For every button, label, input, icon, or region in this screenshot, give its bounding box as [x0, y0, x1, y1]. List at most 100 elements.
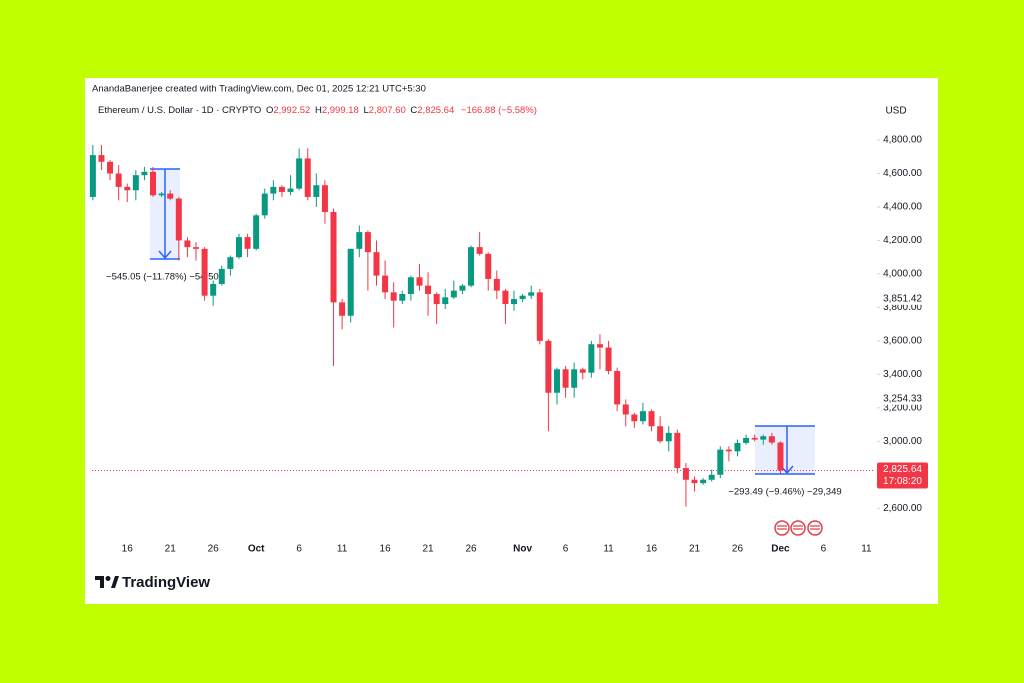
candle-body	[708, 474, 715, 480]
x-tick-label: 11	[337, 544, 348, 555]
ohlc-key: C	[410, 105, 417, 116]
x-tick-label: 6	[821, 544, 827, 555]
price-level-label: 3,254.33	[883, 393, 922, 404]
candle-body	[450, 290, 457, 298]
candle-body	[579, 369, 586, 373]
candle-body	[760, 436, 767, 440]
candle-body	[98, 155, 105, 162]
candle-body	[553, 369, 560, 393]
measure-tool: −545.05 (−11.78%) −54,505	[106, 168, 224, 283]
candle-body	[751, 437, 758, 440]
y-tick-label: 3,200.00	[883, 402, 922, 413]
last-price-label: 2,825.64	[883, 464, 922, 475]
price-level-bg	[878, 392, 926, 405]
candle-body	[562, 369, 569, 388]
candle-body	[390, 292, 397, 301]
x-tick-label: 21	[689, 544, 701, 555]
x-tick-label: 11	[861, 544, 872, 555]
measure-tool: −293.49 (−9.46%) −29,349	[728, 425, 842, 498]
y-tick-label: 4,800.00	[883, 135, 922, 146]
logo-mark	[95, 576, 104, 588]
candle-body	[614, 370, 621, 405]
candle-body	[192, 247, 199, 249]
flag-icon	[790, 520, 806, 536]
candle-body	[605, 347, 612, 371]
candle-body	[476, 247, 483, 254]
candle-body	[657, 426, 664, 442]
candle-body	[459, 285, 466, 291]
candle-body	[519, 295, 526, 300]
candle-body	[356, 232, 363, 249]
ohlc-key: O	[266, 105, 273, 116]
candle-body	[313, 185, 320, 197]
card	[85, 78, 938, 604]
candle-body	[502, 290, 509, 305]
ohlc-value: 2,999.18	[322, 105, 359, 116]
y-tick-label: 3,800.00	[883, 302, 922, 313]
candle-body	[107, 161, 114, 174]
candle-body	[339, 302, 346, 316]
x-tick-label: 11	[603, 544, 614, 555]
candle-body	[648, 411, 655, 427]
candle-body	[296, 158, 303, 189]
candle-body	[596, 344, 603, 348]
candle-body	[416, 277, 423, 286]
x-tick-label: 26	[208, 544, 220, 555]
candle-body	[493, 278, 500, 291]
candle-body	[631, 414, 638, 422]
y-tick-label: 2,600.00	[883, 503, 922, 514]
candle-body	[218, 268, 225, 284]
flag-icon	[807, 520, 823, 536]
candle-body	[734, 442, 741, 452]
measure-label: −293.49 (−9.46%) −29,349	[728, 487, 841, 498]
candle-body	[330, 212, 337, 303]
candle-body	[665, 432, 672, 442]
candle-body	[536, 292, 543, 341]
price-level-label: 3,851.42	[883, 293, 922, 304]
y-tick-label: 4,400.00	[883, 202, 922, 213]
y-tick-label: 4,000.00	[883, 269, 922, 280]
x-tick-label: 6	[296, 544, 302, 555]
x-tick-label: 16	[122, 544, 134, 555]
candle-body	[691, 479, 698, 484]
attribution: AnandaBanerjee created with TradingView.…	[92, 84, 426, 95]
y-tick-label: 3,000.00	[883, 436, 922, 447]
candle-body	[150, 171, 157, 196]
candle-body	[321, 185, 328, 213]
brand-logo: TradingView	[95, 574, 210, 591]
candle-body	[407, 277, 414, 295]
logo-mark	[105, 576, 111, 581]
x-tick-label: 16	[380, 544, 392, 555]
candle-body	[717, 449, 724, 475]
brand-name: TradingView	[122, 574, 210, 591]
candle-body	[485, 253, 492, 279]
candle-body	[364, 232, 371, 253]
candle-body	[287, 188, 294, 192]
candle-body	[682, 468, 689, 480]
symbol-line: Ethereum / U.S. Dollar · 1D · CRYPTO O 2,…	[98, 105, 537, 116]
flag-icon	[774, 520, 790, 536]
measure-box	[755, 426, 815, 474]
candle-body	[270, 186, 277, 194]
candle-body	[132, 175, 139, 191]
candle-body	[545, 340, 552, 393]
y-tick-label: 3,600.00	[883, 336, 922, 347]
candle-body	[253, 215, 260, 249]
symbol: Ethereum / U.S. Dollar · 1D · CRYPTO	[98, 105, 261, 116]
candle-body	[261, 193, 268, 216]
candle-body	[768, 436, 775, 443]
change: −166.88 (−5.58%)	[461, 105, 537, 116]
candle-body	[725, 449, 732, 452]
price-level-bg	[878, 292, 926, 305]
candle-body	[442, 297, 449, 305]
measure-arrow-head	[158, 250, 172, 260]
candle-body	[468, 247, 475, 286]
plot-area: 2,600.00 3,000.00 3,200.00 3,400.00 3,600.00…	[89, 135, 928, 555]
x-tick-label: 26	[732, 544, 744, 555]
candle-body	[674, 432, 681, 469]
candle-body	[235, 237, 242, 258]
x-tick-label: Dec	[771, 544, 790, 555]
measure-label: −545.05 (−11.78%) −54,505	[106, 272, 224, 283]
